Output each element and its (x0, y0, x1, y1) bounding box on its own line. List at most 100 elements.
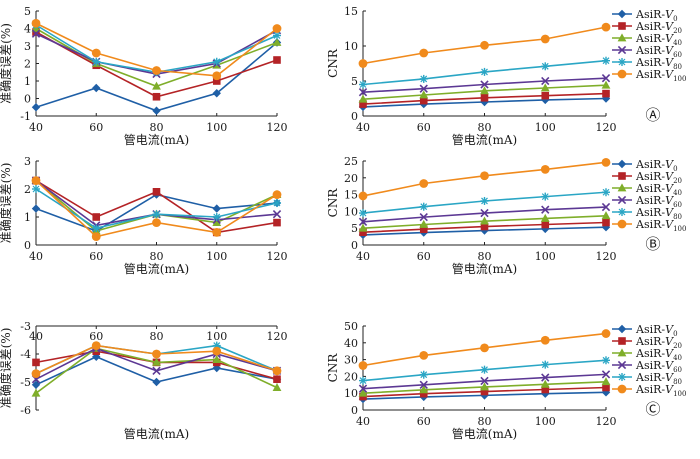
data-point (601, 211, 611, 220)
data-point (152, 92, 161, 101)
legend-marker (617, 33, 627, 42)
series-6 (31, 176, 282, 242)
legend-label: AsiR-V80 (635, 56, 682, 71)
y-tick-label: -6 (20, 404, 31, 417)
legend-label: AsiR-V20 (635, 335, 682, 350)
data-point (541, 220, 550, 229)
data-point (601, 377, 611, 386)
data-point (480, 171, 489, 181)
data-point (212, 213, 221, 221)
data-point (358, 384, 368, 393)
y-axis-label: 准确度误差(%) (0, 328, 13, 409)
data-point (419, 48, 429, 58)
legend-marker (618, 172, 626, 180)
legend-label: AsiR-V80 (635, 206, 682, 221)
y-tick-label: 20 (344, 370, 358, 383)
legend-marker (617, 9, 627, 19)
x-axis-label: 管电流(mA) (452, 426, 517, 441)
data-point (602, 356, 610, 365)
x-axis-label: 管电流(mA) (124, 261, 189, 276)
legend-item: AsiR-V100 (612, 218, 686, 233)
legend-item: AsiR-V80 (612, 371, 682, 386)
series-6 (31, 18, 282, 81)
data-point (31, 204, 41, 213)
legend-label: AsiR-V40 (635, 32, 682, 47)
panel-label: Ⓐ (645, 106, 660, 124)
data-point (541, 76, 550, 86)
data-point (212, 204, 221, 213)
x-tick-label: 40 (356, 121, 370, 134)
x-tick-label: 80 (150, 330, 164, 343)
data-point (272, 383, 282, 391)
data-point (480, 40, 489, 50)
data-point (359, 80, 367, 89)
data-point (31, 380, 41, 389)
data-point (152, 106, 161, 115)
data-point (541, 192, 550, 201)
legend-label: AsiR-V0 (635, 8, 678, 23)
data-point (212, 346, 222, 356)
data-point (212, 77, 221, 85)
legend-item: AsiR-V20 (612, 335, 682, 350)
x-tick-label: 40 (29, 330, 43, 343)
series-5 (359, 56, 610, 89)
legend-item: AsiR-V40 (612, 182, 682, 197)
x-tick-label: 100 (206, 250, 227, 263)
data-point (480, 208, 489, 218)
legend-item: AsiR-V40 (612, 32, 682, 47)
x-tick-label: 60 (417, 121, 431, 134)
data-point (480, 67, 489, 76)
data-point (152, 218, 161, 228)
data-point (152, 66, 161, 75)
data-point (480, 376, 489, 386)
legend-marker (617, 324, 627, 334)
data-point (601, 329, 611, 338)
data-point (419, 370, 428, 379)
legend-item: AsiR-V60 (612, 194, 682, 209)
data-point (31, 369, 41, 378)
chart-panel-6: 0 10 20 30 40 50 40 60 80 100 120 管电流(mA) CNR AsiR-V0… (326, 320, 686, 441)
legend-marker (617, 195, 627, 205)
legend-marker (617, 348, 627, 357)
data-point (601, 202, 611, 212)
data-point (92, 57, 101, 66)
y-tick-label: 5 (24, 5, 31, 18)
data-point (152, 366, 161, 375)
data-point (602, 188, 610, 197)
legend-marker (617, 159, 627, 169)
data-point (272, 190, 282, 200)
x-tick-label: 60 (417, 415, 431, 428)
legend-item: AsiR-V20 (612, 170, 682, 185)
data-point (358, 361, 368, 370)
data-point (152, 210, 161, 219)
data-point (419, 84, 428, 93)
x-tick-label: 100 (535, 250, 556, 263)
x-tick-label: 40 (356, 415, 370, 428)
data-point (480, 216, 489, 225)
data-point (602, 56, 610, 65)
legend-item: AsiR-V40 (612, 347, 682, 362)
series-3 (31, 23, 282, 90)
y-axis-label: 准确度误差(%) (0, 23, 13, 104)
data-point (92, 224, 101, 233)
data-point (272, 37, 282, 46)
series-3 (358, 80, 611, 103)
x-tick-label: 60 (89, 250, 103, 263)
x-axis-label: 管电流(mA) (452, 261, 517, 276)
data-point (541, 91, 550, 100)
data-point (601, 74, 611, 83)
data-point (32, 185, 40, 193)
data-point (152, 188, 161, 196)
y-tick-label: 0 (351, 239, 358, 252)
data-point (92, 213, 101, 221)
y-tick-label: 2 (24, 183, 31, 196)
legend: AsiR-V0AsiR-V20AsiR-V40AsiR-V60AsiR-V80A… (612, 158, 686, 233)
y-tick-label: 5 (351, 222, 358, 235)
data-point (540, 335, 550, 345)
y-tick-label: 5 (351, 75, 358, 88)
y-axis-label: 准确度误差(%) (0, 163, 13, 244)
series-6 (358, 157, 611, 201)
data-point (480, 365, 489, 374)
data-point (540, 83, 550, 92)
